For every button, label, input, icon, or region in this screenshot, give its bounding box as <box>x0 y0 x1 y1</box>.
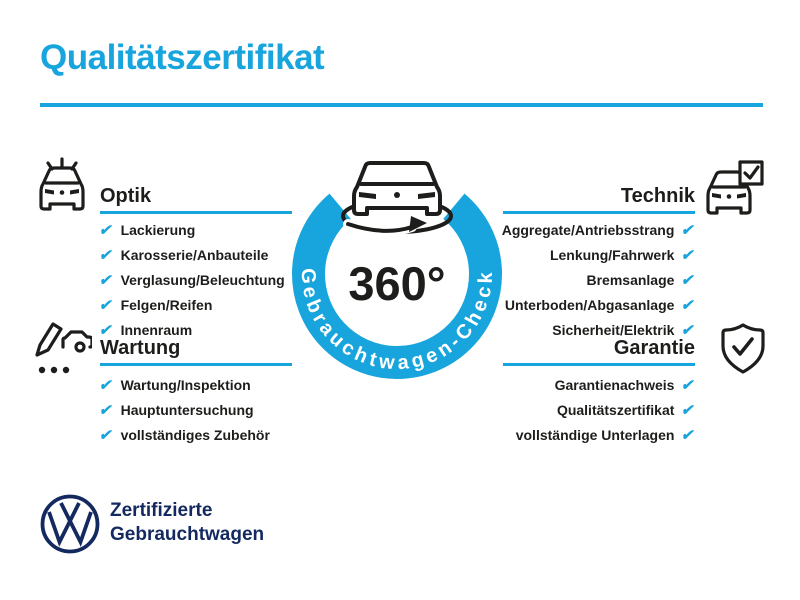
section-heading-optik: Optik <box>100 185 292 214</box>
shield-check-icon <box>714 320 772 378</box>
check-icon: ✔ <box>680 246 697 264</box>
checklist-item-label: Verglasung/Beleuchtung <box>120 271 285 288</box>
car-shine-icon <box>30 156 94 220</box>
checklist-item: Lenkung/Fahrwerk ✔ <box>503 242 697 267</box>
check-icon: ✔ <box>680 426 697 444</box>
checklist-item: ✔ Innenraum <box>98 317 292 342</box>
checklist-item-label: Garantienachweis <box>554 376 675 393</box>
footer-brand-line2: Gebrauchtwagen <box>110 524 265 545</box>
check-icon: ✔ <box>680 401 697 419</box>
checklist-item: ✔ Verglasung/Beleuchtung <box>98 267 292 292</box>
check-icon: ✔ <box>98 296 115 314</box>
car-checkbox-icon <box>700 154 768 222</box>
check-icon: ✔ <box>98 426 115 444</box>
checklist-item: ✔ Karosserie/Anbauteile <box>98 242 292 267</box>
checklist-item: Aggregate/Antriebsstrang ✔ <box>501 217 697 242</box>
checklist-item-label: vollständige Unterlagen <box>515 426 675 443</box>
checklist-item-label: Lenkung/Fahrwerk <box>549 246 675 263</box>
page-title: Qualitätszertifikat <box>40 38 325 77</box>
check-icon: ✔ <box>680 296 697 314</box>
checklist-item-label: Bremsanlage <box>586 271 675 288</box>
footer-brand-line1: Zertifizierte <box>110 500 213 521</box>
checklist-item-label: Innenraum <box>120 321 193 338</box>
checklist-item: ✔ Felgen/Reifen <box>98 292 292 317</box>
garantie-checklist: Garantienachweis ✔ Qualitätszertifikat ✔ vol… <box>503 372 697 447</box>
check-icon: ✔ <box>680 376 697 394</box>
rotating-car-icon <box>341 161 453 236</box>
checklist-item: ✔ vollständiges Zubehör <box>98 422 292 447</box>
section-heading-technik: Technik <box>503 185 695 214</box>
check-icon: ✔ <box>98 221 115 239</box>
section-heading-wartung: Wartung <box>100 337 292 366</box>
checklist-item: Unterboden/Abgasanlage ✔ <box>503 292 697 317</box>
footer-brand-text: Zertifizierte Gebrauchtwagen <box>110 499 264 547</box>
section-wartung: Wartung ✔ Wartung/Inspektion ✔ Hauptuntersu… <box>98 337 292 447</box>
check-icon: ✔ <box>98 321 115 339</box>
section-optik: Optik ✔ Lackierung ✔ Karosserie/Anbauteile ✔… <box>98 185 292 342</box>
pencil-car-checklist-icon <box>28 318 92 382</box>
checklist-item: Sicherheit/Elektrik ✔ <box>503 317 697 342</box>
checklist-item-label: Felgen/Reifen <box>120 296 213 313</box>
checklist-item-label: vollständiges Zubehör <box>120 426 270 443</box>
checklist-item-label: Unterboden/Abgasanlage <box>504 296 675 313</box>
checklist-item: ✔ Wartung/Inspektion <box>98 372 292 397</box>
checklist-item: ✔ Lackierung <box>98 217 292 242</box>
checklist-item-label: Aggregate/Antriebsstrang <box>501 221 675 238</box>
section-garantie: Garantie Garantienachweis ✔ Qualitätszerti… <box>503 337 697 447</box>
check-icon: ✔ <box>680 321 697 339</box>
title-divider <box>40 103 763 107</box>
checklist-item: Qualitätszertifikat ✔ <box>503 397 697 422</box>
check-icon: ✔ <box>98 401 115 419</box>
checklist-item: Bremsanlage ✔ <box>503 267 697 292</box>
check-icon: ✔ <box>98 376 115 394</box>
technik-checklist: Aggregate/Antriebsstrang ✔ Lenkung/Fahrwer… <box>501 217 697 342</box>
check-icon: ✔ <box>680 221 697 239</box>
degrees-label: 360° <box>348 257 445 310</box>
vw-logo-icon <box>38 492 102 556</box>
checklist-item-label: Lackierung <box>120 221 196 238</box>
badge-360-check: 360° Gebrauchtwagen-Check <box>280 150 515 400</box>
check-icon: ✔ <box>98 271 115 289</box>
checklist-item: Garantienachweis ✔ <box>503 372 697 397</box>
optik-checklist: ✔ Lackierung ✔ Karosserie/Anbauteile ✔ Vergla… <box>98 217 292 342</box>
section-heading-garantie: Garantie <box>503 337 695 366</box>
checklist-item: vollständige Unterlagen ✔ <box>503 422 697 447</box>
checklist-item-label: Wartung/Inspektion <box>120 376 251 393</box>
badge-ring <box>292 193 502 379</box>
checklist-item-label: Hauptuntersuchung <box>120 401 254 418</box>
checklist-item-label: Qualitätszertifikat <box>556 401 675 418</box>
checklist-item-label: Sicherheit/Elektrik <box>552 321 675 338</box>
checklist-item-label: Karosserie/Anbauteile <box>120 246 269 263</box>
check-icon: ✔ <box>98 246 115 264</box>
checklist-item: ✔ Hauptuntersuchung <box>98 397 292 422</box>
wartung-checklist: ✔ Wartung/Inspektion ✔ Hauptuntersuchung ✔ vo… <box>98 372 292 447</box>
check-icon: ✔ <box>680 271 697 289</box>
section-technik: Technik Aggregate/Antriebsstrang ✔ Lenkung… <box>501 185 697 342</box>
